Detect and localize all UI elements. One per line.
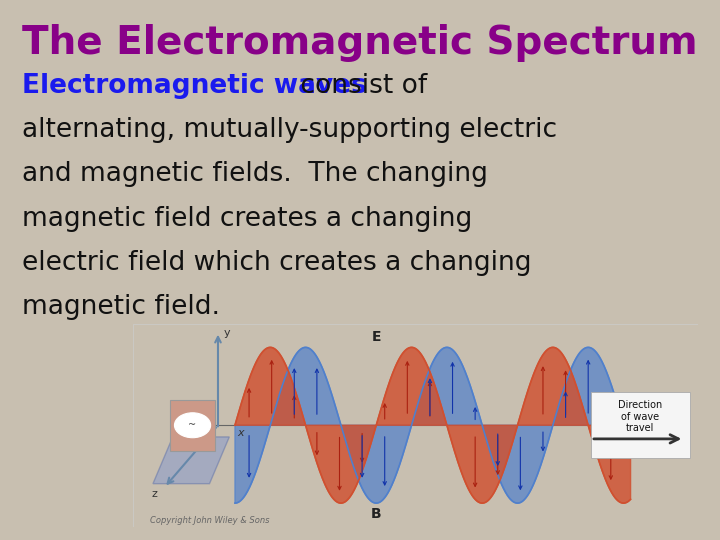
Text: B: B (371, 507, 382, 521)
Text: z: z (151, 489, 157, 500)
Text: and magnetic fields.  The changing: and magnetic fields. The changing (22, 161, 487, 187)
Text: ~: ~ (189, 420, 197, 430)
Text: Direction
of wave
travel: Direction of wave travel (618, 400, 662, 433)
Text: E: E (372, 330, 381, 344)
Text: x: x (238, 428, 244, 438)
Text: alternating, mutually-supporting electric: alternating, mutually-supporting electri… (22, 117, 557, 143)
Text: Electromagnetic waves: Electromagnetic waves (22, 73, 366, 99)
Bar (133, 324, 698, 526)
Text: electric field which creates a changing: electric field which creates a changing (22, 250, 531, 276)
Text: Copyright John Wiley & Sons: Copyright John Wiley & Sons (150, 516, 270, 524)
Polygon shape (153, 437, 229, 484)
Text: y: y (224, 328, 230, 338)
Circle shape (174, 413, 211, 438)
Text: magnetic field creates a changing: magnetic field creates a changing (22, 206, 472, 232)
Text: The Electromagnetic Spectrum: The Electromagnetic Spectrum (22, 24, 698, 62)
Bar (591, 392, 690, 458)
Text: magnetic field.: magnetic field. (22, 294, 220, 320)
Text: consist of: consist of (292, 73, 427, 99)
Bar (170, 400, 215, 450)
